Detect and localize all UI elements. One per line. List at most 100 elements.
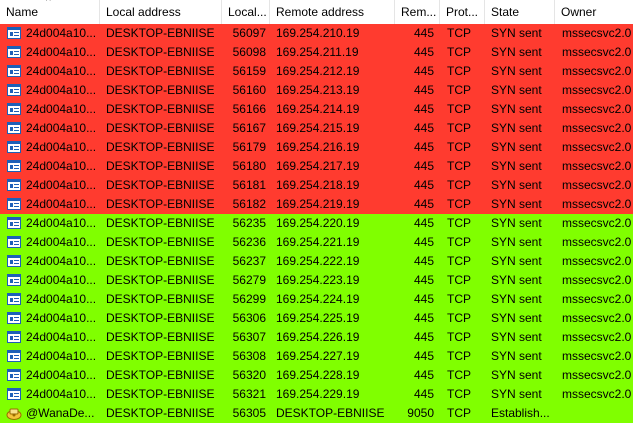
cell-local-port: 56098: [232, 45, 266, 59]
column-header-remote-port[interactable]: Rem...: [395, 0, 440, 24]
cell-remote-port: 445: [413, 83, 434, 97]
cell-process-name: 24d004a10...: [26, 387, 97, 401]
cell-process-name: 24d004a10...: [26, 311, 97, 325]
cell-owner: mssecsvc2.0: [562, 121, 632, 135]
cell-protocol: TCP: [447, 349, 471, 363]
cell-local-address: DESKTOP-EBNIISE: [106, 140, 215, 154]
column-header-name[interactable]: ^ Name: [0, 0, 100, 24]
cell-local-port: 56307: [232, 330, 266, 344]
table-row[interactable]: 24d004a10... DESKTOP-EBNIISE 56159 169.254.…: [0, 62, 633, 81]
cell-remote-address: 169.254.221.19: [276, 235, 360, 249]
mssecsvc-exe-icon: [7, 236, 21, 248]
column-header-protocol[interactable]: Prot...: [440, 0, 485, 24]
table-row[interactable]: 24d004a10... DESKTOP-EBNIISE 56097 169.254.…: [0, 24, 633, 43]
cell-local-address: DESKTOP-EBNIISE: [106, 45, 215, 59]
cell-local-address: DESKTOP-EBNIISE: [106, 330, 215, 344]
cell-protocol: TCP: [447, 45, 471, 59]
table-row[interactable]: 24d004a10... DESKTOP-EBNIISE 56299 169.254.…: [0, 290, 633, 309]
cell-remote-address: 169.254.220.19: [276, 216, 360, 230]
table-row[interactable]: 24d004a10... DESKTOP-EBNIISE 56279 169.254.…: [0, 271, 633, 290]
column-header-local-address[interactable]: Local address: [100, 0, 222, 24]
cell-protocol: TCP: [447, 330, 471, 344]
cell-local-address: DESKTOP-EBNIISE: [106, 368, 215, 382]
cell-local-address: DESKTOP-EBNIISE: [106, 254, 215, 268]
column-header-remote-address-label: Remote address: [276, 5, 365, 19]
table-row[interactable]: @WanaDe... DESKTOP-EBNIISE 56305 DESKTOP-EB…: [0, 404, 633, 423]
mssecsvc-exe-icon: [7, 65, 21, 77]
table-row[interactable]: 24d004a10... DESKTOP-EBNIISE 56321 169.254.…: [0, 385, 633, 404]
cell-process-name: 24d004a10...: [26, 159, 97, 173]
cell-remote-port: 445: [413, 64, 434, 78]
cell-remote-address: 169.254.223.19: [276, 273, 360, 287]
mssecsvc-exe-icon: [7, 141, 21, 153]
table-row[interactable]: 24d004a10... DESKTOP-EBNIISE 56181 169.254.…: [0, 176, 633, 195]
cell-state: SYN sent: [491, 330, 542, 344]
cell-local-port: 56279: [232, 273, 266, 287]
mssecsvc-exe-icon: [7, 217, 21, 229]
cell-remote-port: 445: [413, 311, 434, 325]
mssecsvc-exe-icon: [7, 46, 21, 58]
cell-remote-address: 169.254.213.19: [276, 83, 360, 97]
cell-protocol: TCP: [447, 406, 471, 420]
table-row[interactable]: 24d004a10... DESKTOP-EBNIISE 56179 169.254.…: [0, 138, 633, 157]
mssecsvc-exe-icon: [7, 274, 21, 286]
cell-local-address: DESKTOP-EBNIISE: [106, 159, 215, 173]
cell-process-name: 24d004a10...: [26, 216, 97, 230]
cell-local-address: DESKTOP-EBNIISE: [106, 406, 215, 420]
cell-process-name: 24d004a10...: [26, 368, 97, 382]
table-row[interactable]: 24d004a10... DESKTOP-EBNIISE 56180 169.254.…: [0, 157, 633, 176]
cell-owner: mssecsvc2.0: [562, 273, 632, 287]
table-row[interactable]: 24d004a10... DESKTOP-EBNIISE 56320 169.254.…: [0, 366, 633, 385]
cell-protocol: TCP: [447, 216, 471, 230]
cell-state: SYN sent: [491, 64, 542, 78]
cell-owner: mssecsvc2.0: [562, 292, 632, 306]
column-header-owner[interactable]: Owner: [555, 0, 633, 24]
table-row[interactable]: 24d004a10... DESKTOP-EBNIISE 56308 169.254.…: [0, 347, 633, 366]
table-row[interactable]: 24d004a10... DESKTOP-EBNIISE 56306 169.254.…: [0, 309, 633, 328]
cell-state: SYN sent: [491, 273, 542, 287]
cell-local-address: DESKTOP-EBNIISE: [106, 216, 215, 230]
table-row[interactable]: 24d004a10... DESKTOP-EBNIISE 56098 169.254.…: [0, 43, 633, 62]
column-header-state-label: State: [491, 5, 520, 19]
cell-state: SYN sent: [491, 83, 542, 97]
cell-remote-port: 445: [413, 45, 434, 59]
cell-local-address: DESKTOP-EBNIISE: [106, 102, 215, 116]
sort-ascending-icon: ^: [46, 0, 51, 7]
cell-owner: mssecsvc2.0: [562, 330, 632, 344]
cell-protocol: TCP: [447, 121, 471, 135]
cell-remote-port: 445: [413, 292, 434, 306]
mssecsvc-exe-icon: [7, 312, 21, 324]
column-header-local-port[interactable]: Local...: [222, 0, 270, 24]
column-header-owner-label: Owner: [561, 5, 597, 19]
cell-state: SYN sent: [491, 45, 542, 59]
cell-owner: mssecsvc2.0: [562, 159, 632, 173]
cell-remote-port: 445: [413, 216, 434, 230]
cell-protocol: TCP: [447, 292, 471, 306]
table-row[interactable]: 24d004a10... DESKTOP-EBNIISE 56235 169.254.…: [0, 214, 633, 233]
cell-state: SYN sent: [491, 159, 542, 173]
column-header-remote-port-label: Rem...: [401, 5, 437, 19]
cell-process-name: 24d004a10...: [26, 292, 97, 306]
cell-process-name: 24d004a10...: [26, 330, 97, 344]
table-row[interactable]: 24d004a10... DESKTOP-EBNIISE 56166 169.254.…: [0, 100, 633, 119]
cell-protocol: TCP: [447, 273, 471, 287]
table-row[interactable]: 24d004a10... DESKTOP-EBNIISE 56182 169.254.…: [0, 195, 633, 214]
cell-protocol: TCP: [447, 140, 471, 154]
cell-owner: mssecsvc2.0: [562, 45, 632, 59]
table-row[interactable]: 24d004a10... DESKTOP-EBNIISE 56237 169.254.…: [0, 252, 633, 271]
table-row[interactable]: 24d004a10... DESKTOP-EBNIISE 56160 169.254.…: [0, 81, 633, 100]
table-row[interactable]: 24d004a10... DESKTOP-EBNIISE 56307 169.254.…: [0, 328, 633, 347]
cell-remote-address: 169.254.227.19: [276, 349, 360, 363]
table-row[interactable]: 24d004a10... DESKTOP-EBNIISE 56167 169.254.…: [0, 119, 633, 138]
table-row[interactable]: 24d004a10... DESKTOP-EBNIISE 56236 169.254.…: [0, 233, 633, 252]
column-header-remote-address[interactable]: Remote address: [270, 0, 395, 24]
cell-local-address: DESKTOP-EBNIISE: [106, 26, 215, 40]
column-header-local-port-label: Local...: [228, 5, 267, 19]
cell-remote-address: 169.254.222.19: [276, 254, 360, 268]
cell-remote-port: 445: [413, 273, 434, 287]
cell-protocol: TCP: [447, 235, 471, 249]
cell-state: SYN sent: [491, 26, 542, 40]
cell-protocol: TCP: [447, 178, 471, 192]
column-header-state[interactable]: State: [485, 0, 555, 24]
cell-owner: mssecsvc2.0: [562, 235, 632, 249]
